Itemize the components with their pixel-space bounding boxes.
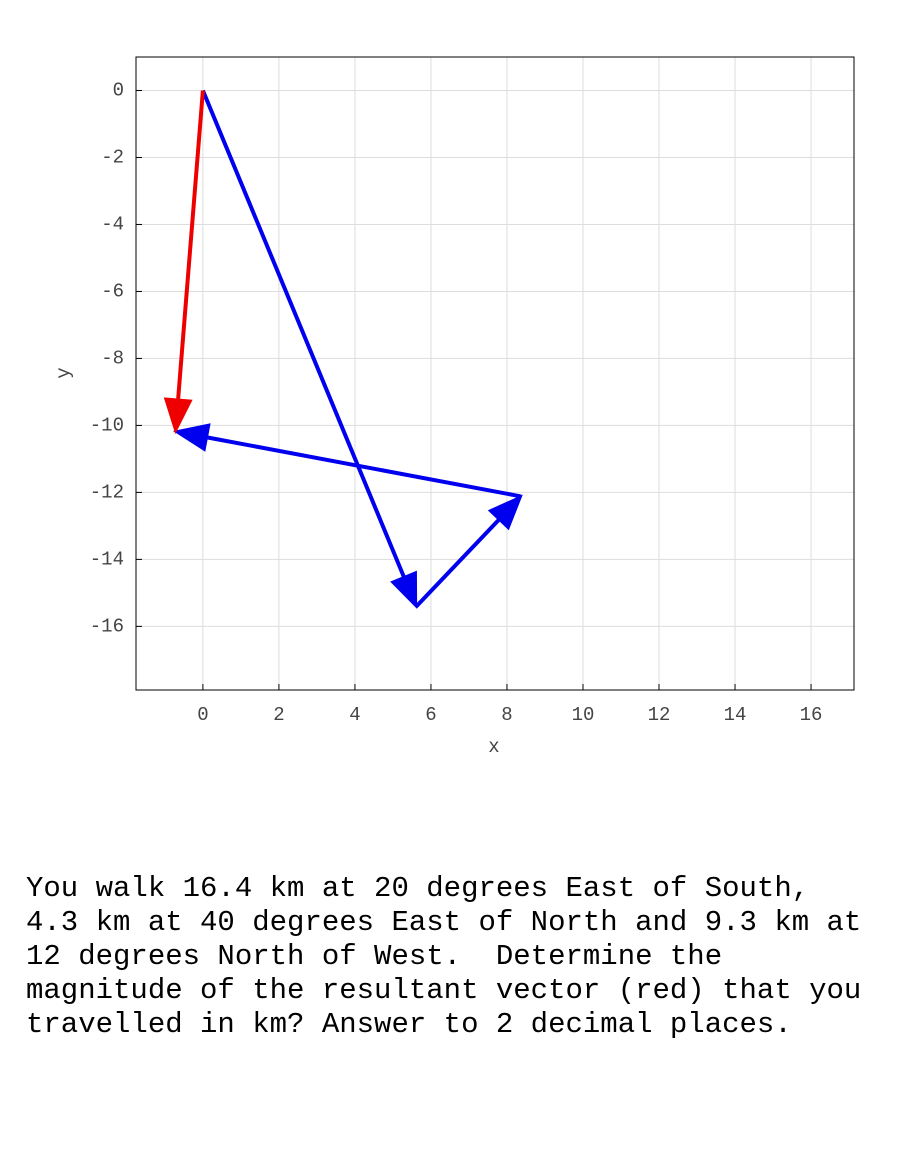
vector-arrow	[163, 90, 205, 435]
y-axis-label: y	[53, 367, 75, 378]
y-tick-label: -8	[101, 347, 124, 369]
question-line: travelled in km? Answer to 2 decimal pla…	[26, 1008, 792, 1041]
x-tick-label: 2	[273, 704, 284, 726]
y-tick-label: -16	[90, 615, 124, 637]
vector-arrow	[201, 89, 418, 610]
vector-arrow	[172, 423, 522, 499]
question-line: You walk 16.4 km at 20 degrees East of S…	[26, 872, 809, 905]
vector-arrow	[414, 494, 523, 608]
y-tick-label: 0	[113, 80, 124, 102]
vector-shaft	[206, 435, 522, 499]
question-line: 12 degrees North of West. Determine the	[26, 940, 722, 973]
y-tick-label: -2	[101, 146, 124, 168]
x-tick-label: 10	[572, 704, 595, 726]
vector-head	[390, 570, 418, 610]
y-tick-label: -6	[101, 280, 124, 302]
vector-head	[172, 423, 211, 452]
x-tick-label: 16	[800, 704, 823, 726]
y-tick-label: -10	[90, 414, 124, 436]
x-tick-label: 0	[197, 704, 208, 726]
x-tick-label: 12	[648, 704, 671, 726]
vector-shaft	[201, 89, 406, 578]
vector-head	[487, 494, 523, 531]
question-line: 4.3 km at 40 degrees East of North and 9…	[26, 906, 861, 939]
plot-frame	[135, 56, 855, 691]
x-tick-label: 6	[425, 704, 436, 726]
vector-shaft	[414, 518, 501, 608]
x-tick-label: 8	[501, 704, 512, 726]
vector-head	[163, 397, 193, 435]
vector-shaft	[176, 90, 205, 400]
x-tick-label: 14	[724, 704, 747, 726]
x-axis-label: x	[488, 736, 499, 758]
y-tick-label: -14	[90, 548, 124, 570]
y-tick-label: -4	[101, 213, 124, 235]
question-line: magnitude of the resultant vector (red) …	[26, 974, 861, 1007]
x-tick-label: 4	[349, 704, 360, 726]
y-tick-label: -12	[90, 481, 124, 503]
